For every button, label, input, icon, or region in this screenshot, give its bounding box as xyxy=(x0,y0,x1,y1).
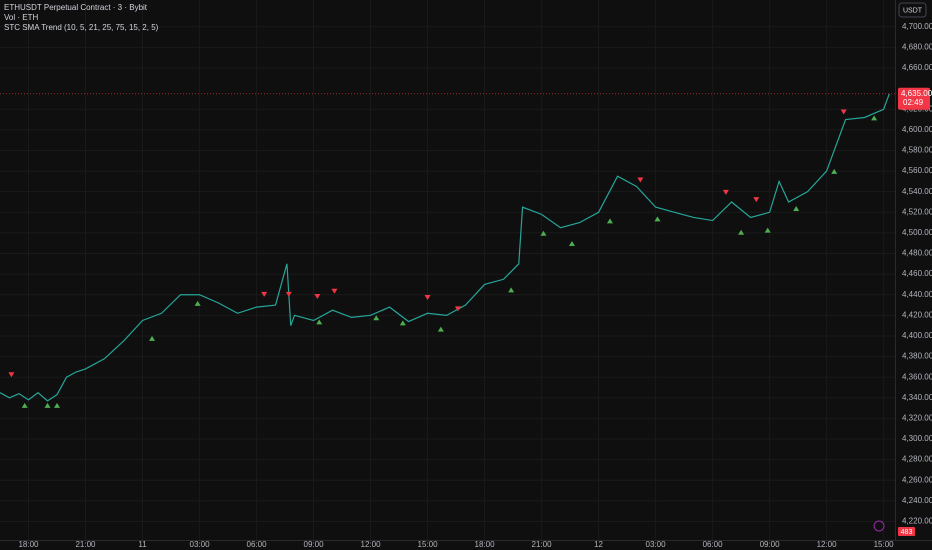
buy-signal xyxy=(399,320,406,326)
y-tick-label: 4,580.00 xyxy=(902,146,932,155)
y-tick-label: 4,380.00 xyxy=(902,352,932,361)
y-tick-label: 4,480.00 xyxy=(902,249,932,258)
x-tick-label: 15:00 xyxy=(418,540,439,549)
alert-icon xyxy=(873,520,885,532)
currency-label[interactable]: USDT xyxy=(903,7,923,14)
buy-signal xyxy=(871,115,878,121)
y-tick-label: 4,260.00 xyxy=(902,475,932,484)
x-tick-label: 12:00 xyxy=(361,540,382,549)
price-line xyxy=(0,93,890,402)
x-tick-label: 06:00 xyxy=(703,540,724,549)
y-tick-label: 4,340.00 xyxy=(902,393,932,402)
x-tick-label: 21:00 xyxy=(75,540,96,549)
y-tick-label: 4,660.00 xyxy=(902,63,932,72)
y-tick-label: 4,360.00 xyxy=(902,372,932,381)
x-tick-label: 03:00 xyxy=(646,540,667,549)
x-tick-label: 21:00 xyxy=(532,540,553,549)
y-tick-label: 4,440.00 xyxy=(902,290,932,299)
sell-signal xyxy=(840,109,847,115)
x-tick-label: 09:00 xyxy=(760,540,781,549)
x-tick-label: 03:00 xyxy=(190,540,211,549)
buy-signal xyxy=(568,241,575,247)
buy-signal xyxy=(606,218,613,224)
buy-signal xyxy=(149,335,156,341)
sell-signal xyxy=(331,288,338,294)
x-tick-label: 12 xyxy=(594,540,603,549)
x-tick-label: 18:00 xyxy=(475,540,496,549)
y-tick-label: 4,540.00 xyxy=(902,187,932,196)
y-tick-label: 4,400.00 xyxy=(902,331,932,340)
buy-signal xyxy=(44,402,51,408)
sell-signal xyxy=(637,177,644,183)
last-price-label: 4,635.00 xyxy=(901,89,932,98)
sell-signal xyxy=(722,189,729,195)
sell-signal xyxy=(285,291,292,297)
volume-badge xyxy=(898,527,915,536)
sell-signal xyxy=(314,293,321,299)
buy-signal xyxy=(437,326,444,332)
y-tick-label: 4,600.00 xyxy=(902,125,932,134)
buy-signal xyxy=(654,216,661,222)
buy-signal xyxy=(508,287,515,293)
buy-signal xyxy=(54,402,61,408)
buy-signal xyxy=(738,229,745,235)
countdown-label: 02:49 xyxy=(903,98,924,107)
y-tick-label: 4,240.00 xyxy=(902,496,932,505)
sell-signal xyxy=(753,197,760,203)
buy-signal xyxy=(793,206,800,212)
x-tick-label: 15:00 xyxy=(874,540,895,549)
buy-signal xyxy=(831,168,838,174)
chart-title: ETHUSDT Perpetual Contract · 3 · Bybit xyxy=(4,3,148,12)
y-tick-label: 4,280.00 xyxy=(902,455,932,464)
buy-signal xyxy=(194,300,201,306)
currency-button[interactable] xyxy=(898,2,927,18)
y-tick-label: 4,560.00 xyxy=(902,166,932,175)
sell-signal xyxy=(8,372,15,378)
plot xyxy=(0,93,890,408)
x-tick-label: 09:00 xyxy=(304,540,325,549)
sell-signal xyxy=(454,306,461,312)
x-tick-label: 06:00 xyxy=(247,540,268,549)
volume-legend: Vol · ETH xyxy=(4,13,38,22)
sell-signal xyxy=(261,291,268,297)
y-tick-label: 4,680.00 xyxy=(902,43,932,52)
y-tick-label: 4,500.00 xyxy=(902,228,932,237)
buy-signal xyxy=(21,402,28,408)
indicator-legend: STC SMA Trend (10, 5, 21, 25, 75, 15, 2,… xyxy=(4,23,159,32)
y-tick-label: 4,520.00 xyxy=(902,207,932,216)
y-tick-label: 4,220.00 xyxy=(902,517,932,526)
buy-signal xyxy=(316,319,323,325)
last-price-badge xyxy=(898,87,930,110)
y-tick-label: 4,700.00 xyxy=(902,22,932,31)
y-tick-label: 4,300.00 xyxy=(902,434,932,443)
y-tick-label: 4,460.00 xyxy=(902,269,932,278)
y-tick-label: 4,320.00 xyxy=(902,414,932,423)
x-tick-label: 18:00 xyxy=(18,540,39,549)
sell-signal xyxy=(424,294,431,300)
volume-badge-label: 483 xyxy=(901,529,913,536)
y-tick-label: 4,420.00 xyxy=(902,310,932,319)
x-tick-label: 12:00 xyxy=(817,540,838,549)
buy-signal xyxy=(373,315,380,321)
buy-signal xyxy=(540,230,547,236)
buy-signal xyxy=(764,227,771,233)
x-tick-label: 11 xyxy=(138,540,147,549)
